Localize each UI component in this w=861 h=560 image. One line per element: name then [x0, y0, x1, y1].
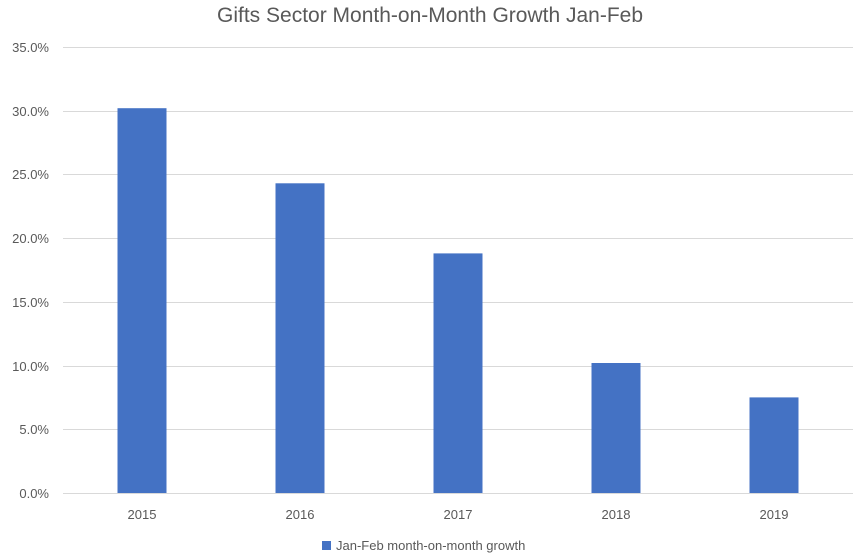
bars [117, 108, 799, 494]
x-axis-tick-labels: 2015 2016 2017 2018 2019 [128, 507, 789, 522]
bar-2017 [433, 253, 483, 493]
y-tick-label: 35.0% [12, 40, 49, 55]
bar-2018 [591, 363, 641, 493]
legend-label: Jan-Feb month-on-month growth [336, 538, 525, 553]
y-tick-label: 20.0% [12, 231, 49, 246]
x-tick-label: 2016 [286, 507, 315, 522]
bar-2019 [749, 397, 799, 493]
y-axis-tick-labels: 0.0% 5.0% 10.0% 15.0% 20.0% 25.0% 30.0% 35.0% [12, 40, 49, 501]
x-tick-label: 2017 [444, 507, 473, 522]
x-tick-label: 2019 [760, 507, 789, 522]
y-tick-label: 10.0% [12, 359, 49, 374]
x-tick-label: 2015 [128, 507, 157, 522]
x-tick-label: 2018 [602, 507, 631, 522]
y-tick-label: 0.0% [19, 486, 49, 501]
legend: Jan-Feb month-on-month growth [322, 538, 525, 553]
chart-title: Gifts Sector Month-on-Month Growth Jan-F… [217, 4, 643, 27]
bar-2015 [117, 108, 167, 493]
legend-swatch [322, 541, 331, 550]
y-tick-label: 15.0% [12, 295, 49, 310]
y-tick-label: 30.0% [12, 104, 49, 119]
y-tick-label: 25.0% [12, 167, 49, 182]
y-tick-label: 5.0% [19, 422, 49, 437]
bar-2016 [275, 183, 325, 494]
